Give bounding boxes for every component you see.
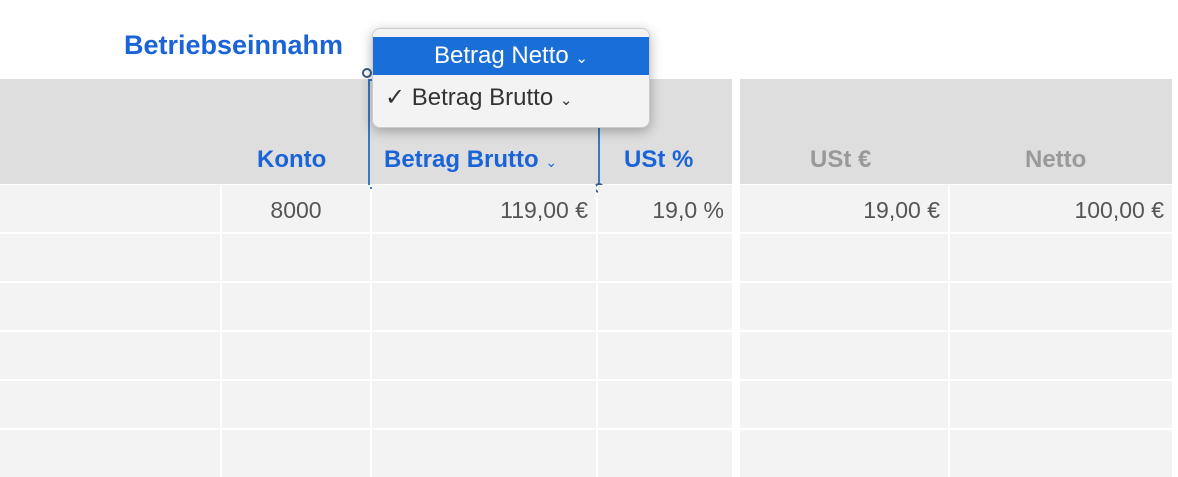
table-cell[interactable] bbox=[0, 430, 220, 477]
column-header-betrag-brutto[interactable]: Betrag Brutto ⌄ bbox=[384, 146, 557, 174]
chevron-down-icon: ⌄ bbox=[545, 154, 558, 170]
menu-item-betrag-netto[interactable]: Betrag Netto ⌄ bbox=[373, 37, 649, 75]
table-cell[interactable] bbox=[222, 332, 370, 379]
chevron-down-icon: ⌄ bbox=[575, 50, 588, 67]
table-cell[interactable] bbox=[372, 430, 596, 477]
table-cell[interactable] bbox=[740, 234, 948, 281]
table-cell[interactable] bbox=[222, 283, 370, 330]
section-title: Betriebseinnahm bbox=[124, 30, 344, 60]
table-cell[interactable] bbox=[950, 381, 1172, 428]
table-cell[interactable] bbox=[598, 430, 732, 477]
table-cell-konto[interactable]: 8000 bbox=[222, 185, 370, 232]
column-header-konto[interactable]: Konto bbox=[257, 146, 327, 173]
column-header-ust-pct[interactable]: USt % bbox=[624, 146, 694, 173]
table-cell[interactable] bbox=[372, 283, 596, 330]
table-cell[interactable] bbox=[372, 332, 596, 379]
table-header-right: USt € Netto bbox=[740, 79, 1172, 184]
table-cell[interactable] bbox=[740, 381, 948, 428]
table-cell[interactable] bbox=[0, 234, 220, 281]
chevron-down-icon: ⌄ bbox=[559, 92, 573, 109]
table-cell[interactable] bbox=[222, 430, 370, 477]
table-cell[interactable] bbox=[950, 332, 1172, 379]
table-cell[interactable] bbox=[950, 234, 1172, 281]
table-cell-brutto[interactable]: 119,00 € bbox=[372, 185, 596, 232]
table-cell[interactable] bbox=[0, 332, 220, 379]
table-cell[interactable] bbox=[950, 430, 1172, 477]
table-cell[interactable] bbox=[222, 381, 370, 428]
menu-item-betrag-brutto[interactable]: ✓ Betrag Brutto ⌄ bbox=[373, 79, 649, 117]
menu-item-label: Betrag Brutto bbox=[411, 84, 554, 111]
table-cell[interactable] bbox=[0, 381, 220, 428]
table-cell[interactable] bbox=[598, 283, 732, 330]
table-cell-ust-pct[interactable]: 19,0 % bbox=[598, 185, 732, 232]
table-cell[interactable] bbox=[0, 185, 220, 232]
table-cell[interactable] bbox=[598, 381, 732, 428]
table-cell-netto: 100,00 € bbox=[950, 185, 1172, 232]
table-cell[interactable] bbox=[950, 283, 1172, 330]
column-label: Betrag Brutto bbox=[384, 146, 539, 173]
column-type-popup: Betrag Netto ⌄ ✓ Betrag Brutto ⌄ bbox=[372, 28, 650, 128]
menu-item-label: Betrag Netto bbox=[434, 42, 569, 69]
table-cell[interactable] bbox=[372, 234, 596, 281]
table-cell[interactable] bbox=[222, 234, 370, 281]
resize-handle[interactable] bbox=[362, 68, 372, 78]
table-cell-ust-eur: 19,00 € bbox=[740, 185, 948, 232]
table-cell[interactable] bbox=[372, 381, 596, 428]
checkmark-icon: ✓ bbox=[385, 84, 406, 111]
column-header-ust-eur: USt € bbox=[810, 146, 872, 173]
table-cell[interactable] bbox=[598, 234, 732, 281]
table-cell[interactable] bbox=[740, 283, 948, 330]
column-header-netto: Netto bbox=[1025, 146, 1087, 173]
table-cell[interactable] bbox=[598, 332, 732, 379]
table-cell[interactable] bbox=[740, 332, 948, 379]
table-cell[interactable] bbox=[0, 283, 220, 330]
table-cell[interactable] bbox=[740, 430, 948, 477]
